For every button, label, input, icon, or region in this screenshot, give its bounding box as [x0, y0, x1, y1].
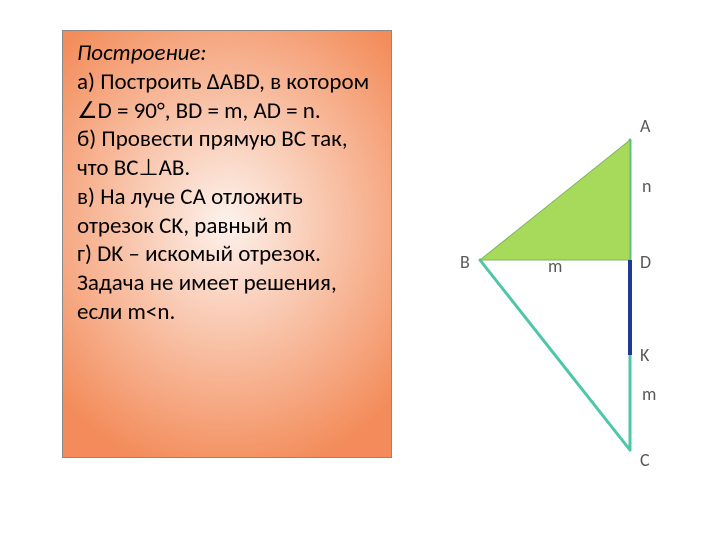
- label-K: K: [640, 344, 650, 366]
- textbox-line: Задача не имеет решения, если m<n.: [77, 269, 337, 326]
- label-B: B: [460, 251, 470, 273]
- label-D: D: [640, 251, 651, 273]
- line-BC: [480, 260, 630, 450]
- textbox-title: Построение:: [77, 39, 207, 67]
- textbox-line: б) Провести прямую BC так, что BC⊥AB.: [77, 125, 348, 182]
- label-C: C: [640, 449, 650, 471]
- slide-stage: Построение: а) Построить ∆ABD, в котором…: [0, 0, 720, 540]
- label-m-kc: m: [642, 383, 656, 405]
- construction-textbox: Построение: а) Построить ∆ABD, в котором…: [62, 30, 392, 458]
- label-A: A: [640, 115, 651, 137]
- textbox-line: г) DK – искомый отрезок.: [77, 240, 321, 268]
- triangle-ABD: [480, 140, 630, 260]
- geometry-svg: A B D K Cn m m: [440, 100, 700, 520]
- label-n: n: [642, 175, 651, 197]
- textbox-line: в) На луче CA отложить отрезок CK, равны…: [77, 183, 303, 240]
- textbox-line: а) Построить ∆ABD, в котором ∠D = 90°, B…: [77, 68, 369, 125]
- geometry-diagram: A B D K Cn m m: [440, 100, 700, 520]
- label-m-bd: m: [548, 255, 562, 277]
